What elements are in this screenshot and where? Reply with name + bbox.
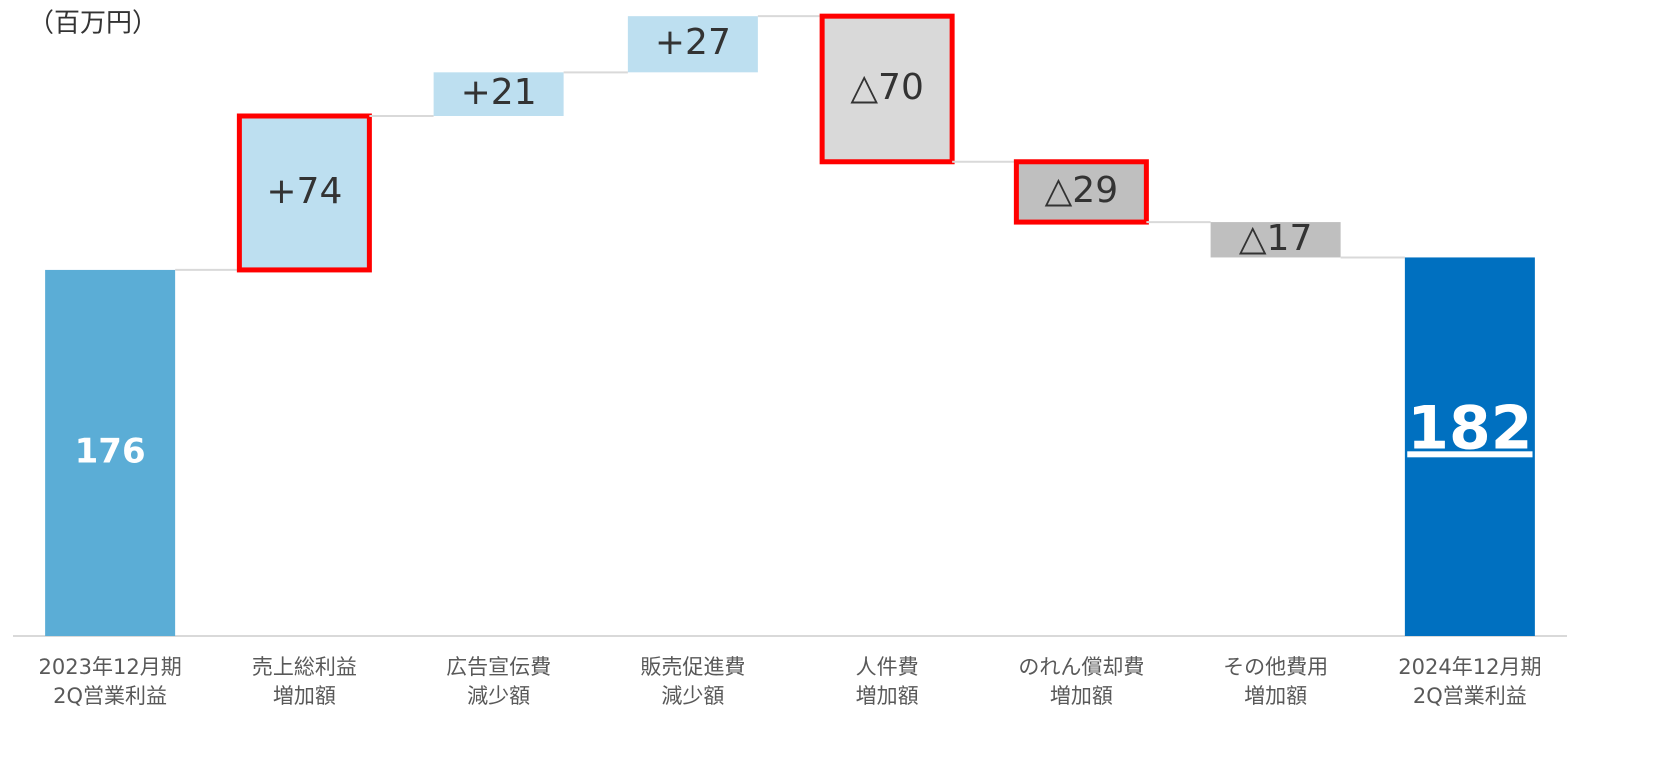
bar [45,269,176,636]
bar [1013,159,1149,225]
value-label: 182 [1407,393,1532,463]
value-label: △70 [850,67,924,108]
bar [627,16,758,73]
bar [1404,257,1535,636]
value-label: 176 [75,431,146,471]
x-tick-label: 2Q営業利益 [1413,684,1527,708]
x-tick-label: 増加額 [273,684,336,708]
x-tick-label: 人件費 [856,655,919,679]
bar [236,113,372,273]
bar [433,72,564,116]
x-tick-label: 広告宣伝費 [446,655,551,679]
x-tick-label: 増加額 [856,684,919,708]
x-tick-label: その他費用 [1223,655,1328,679]
bar [1210,222,1341,258]
x-tick-label: 減少額 [467,684,530,708]
x-tick-label: 増加額 [1050,684,1113,708]
x-tick-label: 2023年12月期 [39,655,182,679]
x-tick-label: のれん償却費 [1018,655,1144,679]
value-label: +27 [655,22,731,63]
x-tick-label: 販売促進費 [640,655,745,679]
value-label: △29 [1045,170,1119,211]
x-tick-label: 減少額 [661,684,724,708]
value-label: +21 [461,72,537,113]
x-tick-label: 2Q営業利益 [53,684,167,708]
x-tick-label: 2024年12月期 [1398,655,1541,679]
x-tick-label: 売上総利益 [252,655,357,679]
value-label: +74 [266,171,342,212]
x-tick-label: 増加額 [1244,684,1307,708]
bar [819,13,955,165]
value-label: △17 [1239,218,1313,259]
unit-label: （百万円） [28,9,158,39]
